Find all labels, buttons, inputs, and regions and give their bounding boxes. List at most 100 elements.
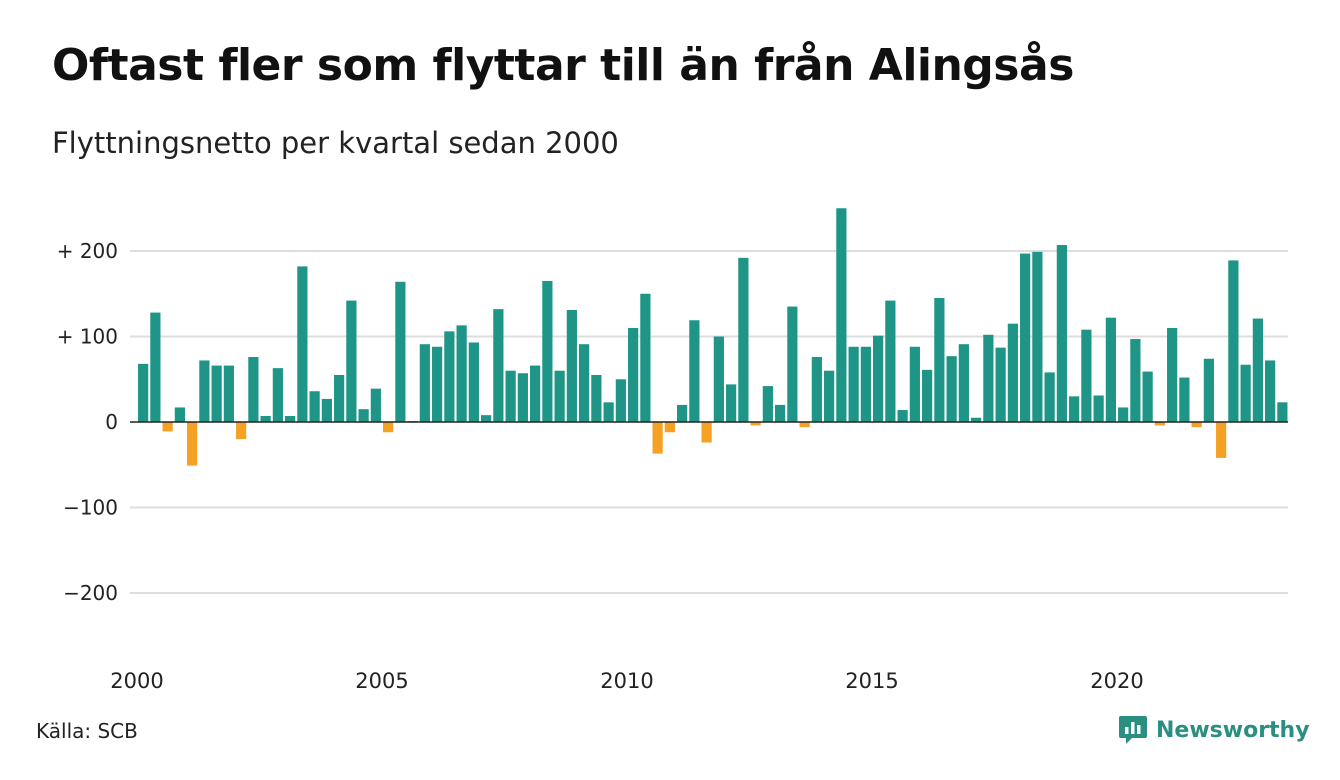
bar [370,388,381,422]
bar [1142,371,1153,423]
bar [836,208,847,422]
bar [1167,327,1178,422]
bar [309,391,320,422]
bar [1032,251,1043,422]
bar [138,363,149,422]
bar [456,325,467,422]
bar [1265,360,1276,422]
bar [664,422,675,433]
bar [432,346,443,422]
bar [1093,395,1104,422]
bar [554,370,565,422]
bar [603,402,614,422]
brand-logo[interactable]: Newsworthy [1118,714,1310,746]
x-tick-label: 2000 [110,669,163,693]
bar [958,344,969,422]
bar [1228,260,1239,422]
bar [1044,372,1055,422]
bar [346,300,357,422]
bar [1056,245,1067,422]
bar [897,410,908,422]
bar [726,384,737,422]
bar [248,357,259,422]
bar [909,346,920,422]
bar [971,417,982,423]
bar [468,342,479,423]
bar [162,422,173,432]
bar [211,365,222,422]
y-tick-label: 0 [105,410,118,434]
x-tick-label: 2015 [845,669,898,693]
bar [579,344,590,422]
bar [297,266,308,422]
bar [395,281,406,422]
bar [811,357,822,422]
y-tick-label: −100 [63,496,118,520]
bar [1154,422,1165,426]
x-tick-label: 2005 [355,669,408,693]
bar [1118,407,1129,422]
bar [1216,422,1227,458]
bar [1277,402,1288,422]
bar [260,416,271,422]
y-tick-label: + 200 [57,239,118,263]
bar [1130,339,1141,422]
bar [187,422,198,466]
y-tick-label: + 100 [57,325,118,349]
bar [1007,323,1018,423]
bar [481,415,492,422]
bar [750,422,761,426]
bar [824,370,835,422]
bar [860,346,871,422]
bar [1105,317,1116,422]
bar [775,404,786,422]
bar [922,369,933,423]
bar [885,300,896,422]
bar [689,320,700,422]
bar [946,356,957,422]
bars [138,208,1288,466]
bar [1069,396,1080,422]
bar [1020,253,1031,422]
bar [419,344,430,422]
bar [615,379,626,422]
bar [517,373,528,422]
bar [444,331,455,422]
bar [383,422,394,433]
x-axis-ticks: 2000 2005 2010 2015 2020 [110,669,1143,693]
bar [236,422,247,440]
bar [285,416,296,422]
bar [199,360,210,422]
bar [493,309,504,422]
bar [640,293,651,422]
bar [334,374,345,422]
bar [505,370,516,422]
bar [272,368,283,422]
x-tick-label: 2020 [1090,669,1143,693]
bar [358,409,369,422]
x-tick-label: 2010 [600,669,653,693]
bar [738,257,749,422]
bar [787,306,798,422]
bar [566,310,577,422]
gridlines [130,250,1288,594]
bar [701,422,712,443]
bar [321,398,332,423]
bar [713,336,724,422]
bar [652,422,663,454]
bar [983,334,994,422]
bar [1191,422,1202,428]
chart-title: Oftast fler som flyttar till än från Ali… [52,40,1074,91]
bar-chart-speech-bubble-icon [1119,716,1147,744]
bar [934,298,945,422]
bar [542,280,553,422]
bar [677,404,688,422]
bar [873,335,884,422]
bar [591,374,602,422]
brand-name: Newsworthy [1156,717,1310,743]
bar [1179,377,1190,422]
bar [150,312,161,422]
y-tick-label: −200 [63,581,118,605]
bar [799,422,810,428]
